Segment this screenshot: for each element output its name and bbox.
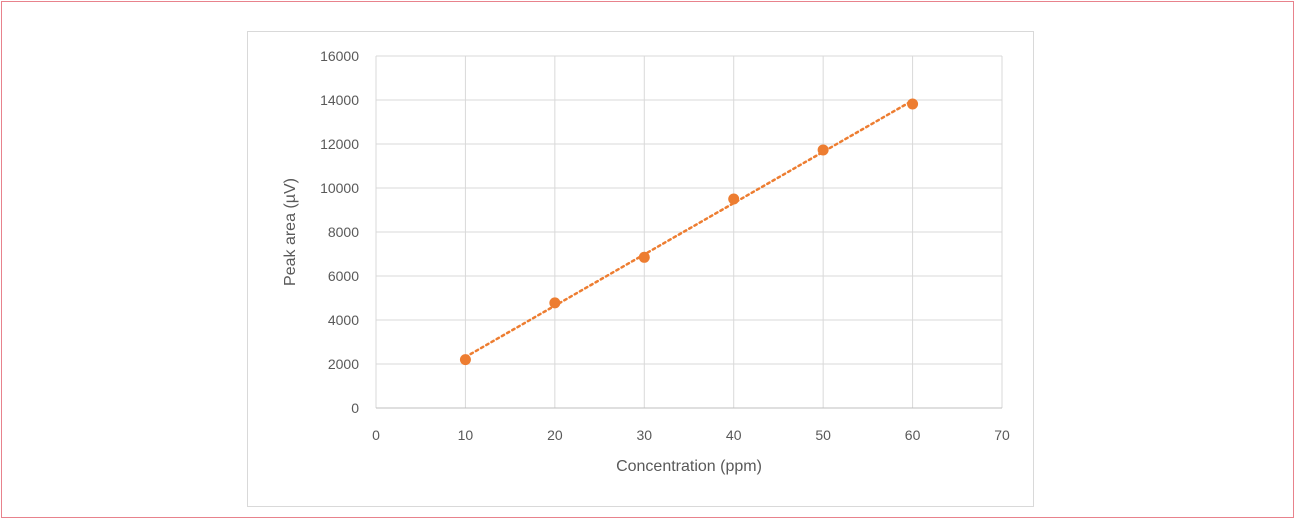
y-tick-label: 10000 [320,180,359,196]
data-point [549,297,561,309]
x-tick-label: 70 [994,427,1010,443]
y-tick-label: 8000 [328,224,359,240]
data-point [728,193,740,205]
y-tick-label: 16000 [320,48,359,64]
y-tick-label: 0 [351,400,359,416]
chart-area [247,31,1034,507]
data-points [459,98,919,366]
x-tick-label: 20 [547,427,563,443]
x-tick-label: 50 [815,427,831,443]
grid-lines [375,55,1003,409]
x-tick-label: 60 [905,427,921,443]
data-point [459,354,471,366]
y-axis-title: Peak area (µV) [282,178,299,286]
data-point [907,98,919,110]
trendline-layer [464,99,914,359]
data-point [817,144,829,156]
y-tick-label: 4000 [328,312,359,328]
x-tick-label: 30 [636,427,652,443]
x-tick-label: 10 [458,427,474,443]
y-tick-label: 2000 [328,356,359,372]
y-tick-label: 12000 [320,136,359,152]
data-point [638,251,650,263]
y-tick-label: 6000 [328,268,359,284]
x-tick-label: 0 [372,427,380,443]
linear-trendline [464,99,914,359]
y-tick-label: 14000 [320,92,359,108]
x-axis-title: Concentration (ppm) [616,458,762,475]
tick-labels: 0 2000 4000 6000 8000 10000 12000 14000 16000 0 10… [320,48,1010,443]
x-tick-label: 40 [726,427,742,443]
